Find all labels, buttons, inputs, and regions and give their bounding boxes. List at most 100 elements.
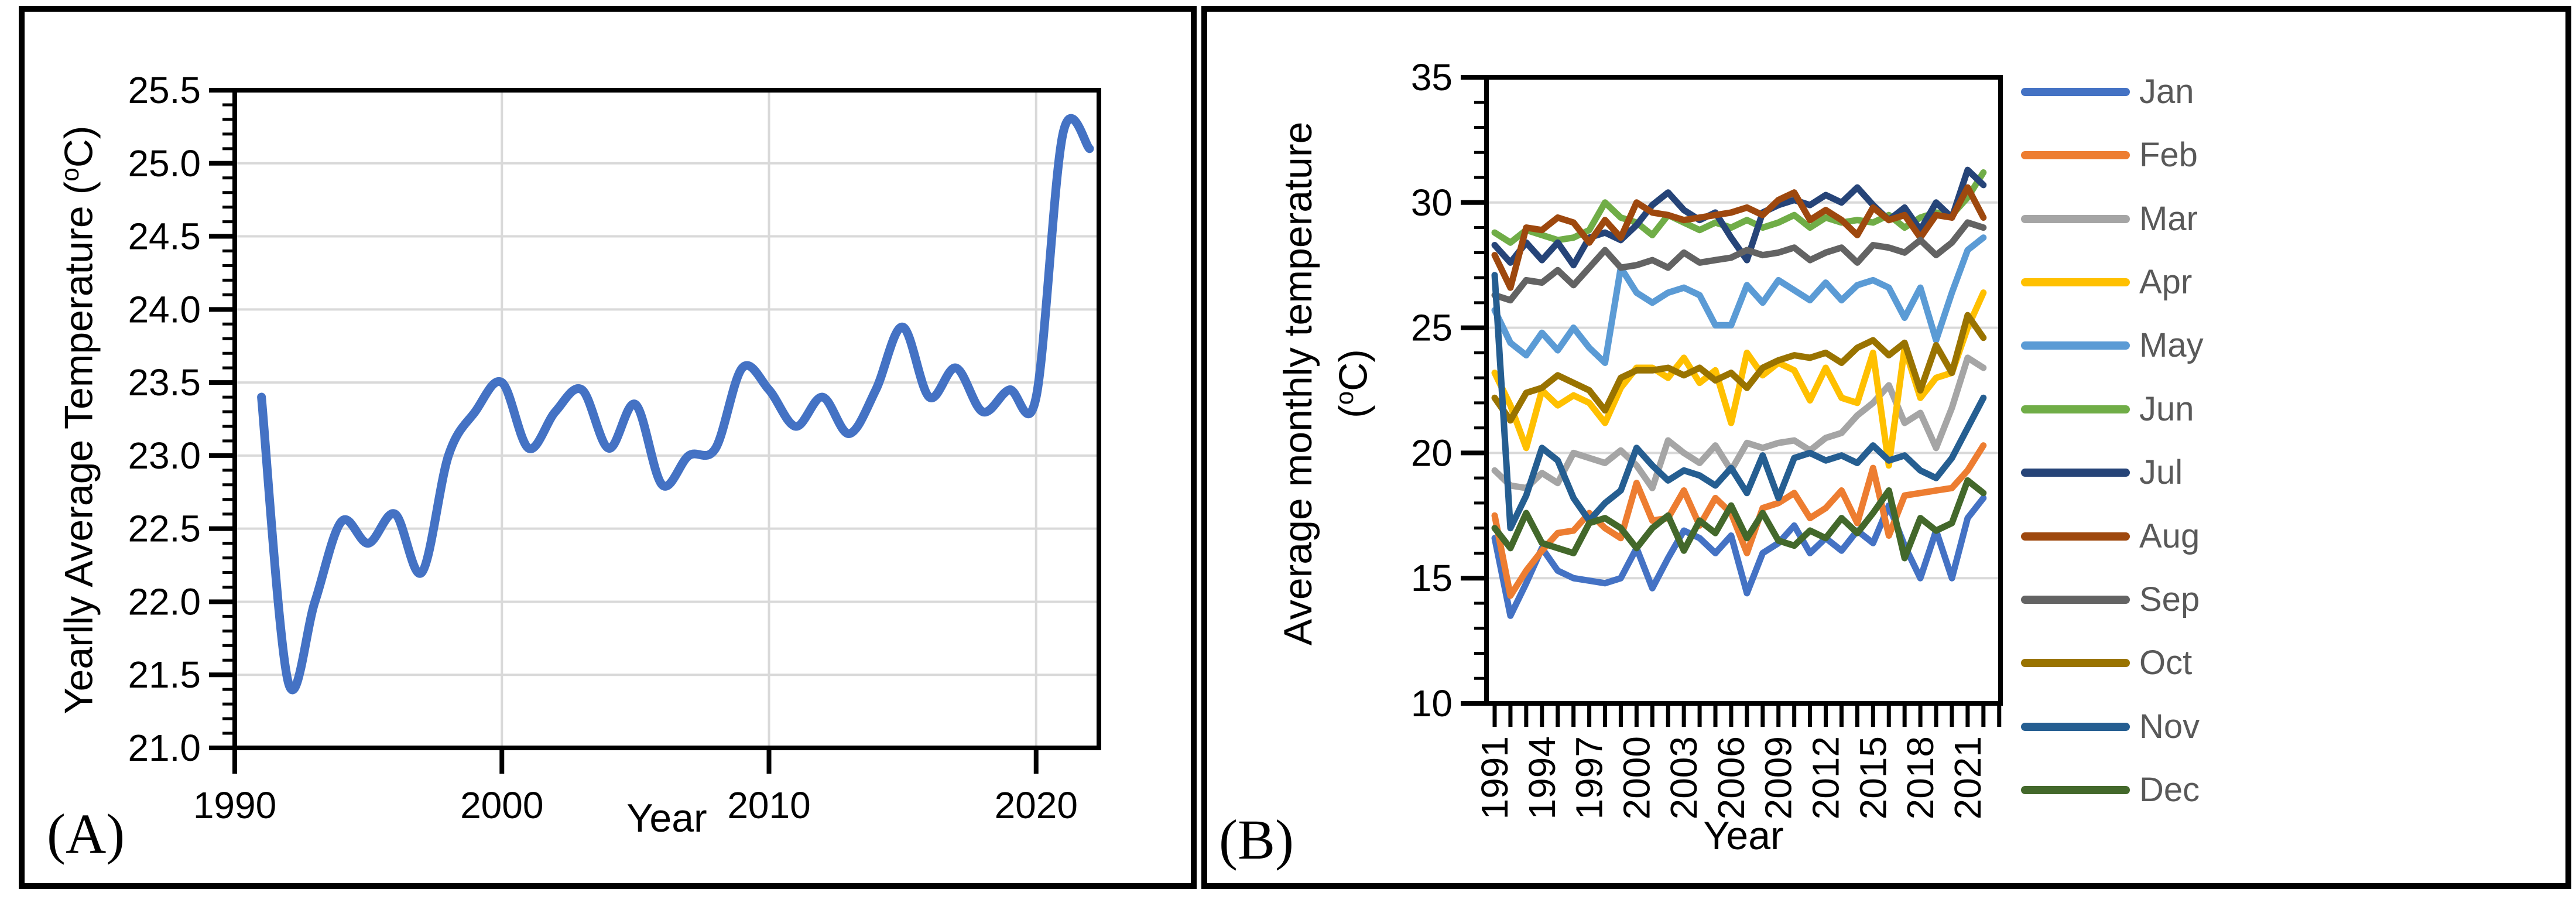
panel-b-x-axis-title: Year — [1703, 813, 1784, 858]
x-tick-label: 1990 — [193, 784, 276, 826]
legend-item-jun: Jun — [2021, 392, 2571, 426]
panel-a-x-axis-title: Year — [626, 796, 707, 840]
series-may-line — [1491, 234, 1987, 366]
series-jul-line — [1491, 166, 1987, 269]
y-tick-label: 25.5 — [128, 69, 201, 111]
y-tick-label: 24.5 — [128, 216, 201, 258]
series-apr-line — [1491, 289, 1987, 469]
y-tick-label: 21.5 — [128, 654, 201, 696]
legend-label-mar: Mar — [2139, 199, 2198, 238]
panel-a-y-axis-title-text: Yearlly Average Temperature — [56, 206, 101, 715]
legend-swatch-aug — [2021, 532, 2130, 541]
legend-label-jun: Jun — [2139, 389, 2194, 428]
legend-item-sep: Sep — [2021, 580, 2571, 618]
y-tick-label: 25 — [1411, 307, 1453, 349]
unit-sup: o — [56, 168, 84, 182]
series-sep-line — [1491, 219, 1987, 304]
series-dec-line — [1491, 477, 1987, 562]
legend-item-mar: Mar — [2021, 199, 2571, 238]
legend-item-jul: Jul — [2021, 456, 2571, 490]
legend-label-dec: Dec — [2139, 770, 2200, 809]
unit-close: C) — [1331, 349, 1376, 391]
panel-a-x-axis: 1990 2000 2010 2020 — [193, 748, 1078, 826]
panel-a-v-gridlines — [501, 90, 1037, 748]
series-oct-line — [1491, 312, 1987, 424]
legend-swatch-feb — [2021, 151, 2130, 160]
y-tick-label: 24.0 — [128, 288, 201, 330]
series-jun-line — [1491, 169, 1987, 246]
panel-b-y-axis: 10 15 20 25 30 35 — [1411, 56, 1486, 724]
legend-item-feb: Feb — [2021, 138, 2571, 172]
legend-label-may: May — [2139, 326, 2204, 365]
legend-swatch-nov — [2021, 722, 2130, 731]
x-tick-label-rotated: 2015 — [1852, 736, 1894, 819]
unit-open: ( — [56, 181, 101, 195]
y-tick-label: 21.0 — [128, 727, 201, 769]
legend-label-apr: Apr — [2139, 263, 2193, 302]
panel-a-y-axis-title: Yearlly Average Temperature (oC) — [47, 37, 101, 802]
x-tick-label-rotated: 2012 — [1805, 736, 1847, 819]
legend-swatch-apr — [2021, 278, 2130, 287]
x-tick-label-rotated: 2021 — [1947, 736, 1989, 819]
y-tick-label: 30 — [1411, 182, 1453, 224]
x-tick-label-rotated: 1991 — [1474, 736, 1516, 819]
y-tick-label: 22.0 — [128, 580, 201, 623]
panel-b-label: (B) — [1219, 808, 1294, 871]
panel-b-chart: 10 15 20 25 30 35 1991 1994 1997 2000 2003 2006 2009… — [1411, 56, 2003, 819]
legend-swatch-mar — [2021, 214, 2130, 223]
x-tick-label-rotated: 2000 — [1615, 736, 1657, 819]
series-yearly average-line — [257, 114, 1094, 695]
y-tick-label: 23.0 — [128, 435, 201, 477]
x-tick-label-rotated: 1994 — [1521, 736, 1563, 819]
legend-swatch-oct — [2021, 659, 2130, 668]
unit-open: ( — [1331, 405, 1376, 418]
plot-frame — [232, 88, 1101, 750]
x-tick-label: 2020 — [995, 784, 1078, 826]
unit-sup: o — [1331, 391, 1358, 405]
legend-swatch-sep — [2021, 595, 2130, 604]
legend-label-sep: Sep — [2139, 580, 2200, 618]
legend-item-oct: Oct — [2021, 646, 2571, 680]
x-tick-label-rotated: 1997 — [1568, 736, 1611, 819]
x-tick-label-rotated: 2006 — [1710, 736, 1752, 819]
legend-label-nov: Nov — [2139, 707, 2200, 746]
x-tick-label: 2000 — [460, 784, 543, 826]
panel-b-x-axis: 1991 1994 1997 2000 2003 2006 2009 2012 2015 2018… — [1474, 703, 2002, 819]
legend-item-aug: Aug — [2021, 519, 2571, 553]
panel-b-y-axis-title-line1: Average monthly temperature — [1276, 121, 1320, 646]
series-mar-line — [1491, 354, 1987, 491]
legend-swatch-jun — [2021, 405, 2130, 413]
legend-swatch-jan — [2021, 88, 2130, 96]
panel-b-y-axis-title: Average monthly temperature (oC) — [1275, 61, 1376, 706]
legend-swatch-may — [2021, 341, 2130, 350]
y-tick-label: 35 — [1411, 56, 1453, 98]
plot-frame — [1484, 75, 2003, 706]
legend-swatch-dec — [2021, 785, 2130, 794]
legend-label-jan: Jan — [2139, 73, 2194, 111]
legend-item-apr: Apr — [2021, 265, 2571, 299]
x-tick-label: 2010 — [727, 784, 810, 826]
legend: Jan Feb Mar Apr May Jun Jul Aug Sep Oct Nov Dec — [2021, 75, 2571, 807]
panel-a-y-axis: 21.0 21.5 22.0 22.5 23.0 23.5 24.0 24.5 25.0 25.5 — [128, 69, 235, 769]
legend-item-dec: Dec — [2021, 770, 2571, 809]
panel-a-label: (A) — [47, 802, 125, 865]
series-aug-line — [1491, 184, 1987, 291]
x-tick-label-rotated: 2003 — [1663, 736, 1705, 819]
panel-b-series — [1491, 166, 1987, 619]
y-tick-label: 15 — [1411, 557, 1453, 599]
legend-label-feb: Feb — [2139, 136, 2198, 175]
x-tick-label-rotated: 2009 — [1758, 736, 1800, 819]
y-tick-label: 23.5 — [128, 361, 201, 404]
y-tick-label: 22.5 — [128, 508, 201, 550]
panel-a-series — [257, 114, 1094, 695]
unit-close: C) — [56, 125, 101, 168]
panel-a-chart: 21.0 21.5 22.0 22.5 23.0 23.5 24.0 24.5 25.0 25.5… — [128, 69, 1101, 826]
legend-item-jan: Jan — [2021, 75, 2571, 109]
legend-item-may: May — [2021, 329, 2571, 363]
y-tick-label: 10 — [1411, 682, 1453, 724]
legend-swatch-jul — [2021, 469, 2130, 477]
y-tick-label: 20 — [1411, 432, 1453, 474]
x-tick-label-rotated: 2018 — [1899, 736, 1941, 819]
panel-a-gridlines — [235, 162, 1099, 676]
